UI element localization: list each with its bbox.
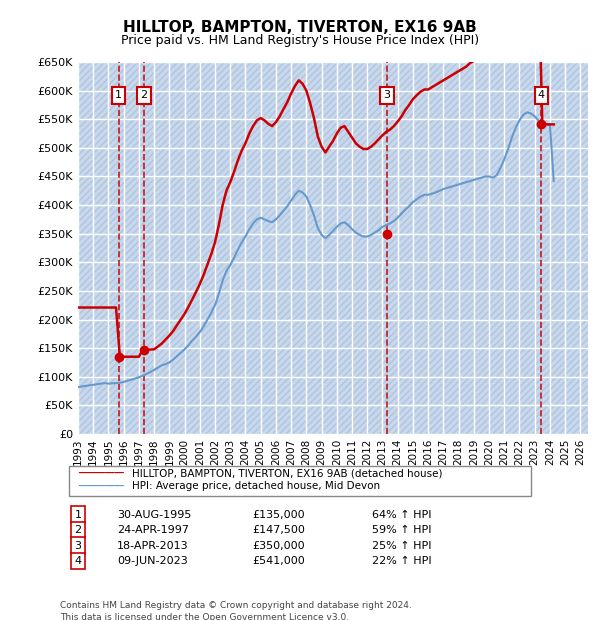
Text: 3: 3	[383, 91, 391, 100]
Text: ─────: ─────	[78, 467, 124, 482]
Text: 64% ↑ HPI: 64% ↑ HPI	[372, 510, 431, 520]
Text: £541,000: £541,000	[252, 556, 305, 566]
Text: £350,000: £350,000	[252, 541, 305, 551]
Text: HILLTOP, BAMPTON, TIVERTON, EX16 9AB: HILLTOP, BAMPTON, TIVERTON, EX16 9AB	[123, 20, 477, 35]
Text: 09-JUN-2023: 09-JUN-2023	[117, 556, 188, 566]
Text: 2: 2	[140, 91, 147, 100]
Text: 24-APR-1997: 24-APR-1997	[117, 525, 189, 535]
Text: 3: 3	[74, 541, 82, 551]
Text: 59% ↑ HPI: 59% ↑ HPI	[372, 525, 431, 535]
Text: 1: 1	[74, 510, 82, 520]
Text: 2: 2	[74, 525, 82, 535]
Text: 25% ↑ HPI: 25% ↑ HPI	[372, 541, 431, 551]
Text: ─────: ─────	[78, 466, 124, 481]
Text: 1: 1	[115, 91, 122, 100]
Text: ─────: ─────	[78, 479, 124, 494]
Text: £135,000: £135,000	[252, 510, 305, 520]
Text: 4: 4	[538, 91, 545, 100]
Text: 4: 4	[74, 556, 82, 566]
Text: HPI: Average price, detached house, Mid Devon: HPI: Average price, detached house, Mid …	[132, 482, 380, 492]
Text: 18-APR-2013: 18-APR-2013	[117, 541, 188, 551]
Text: HILLTOP, BAMPTON, TIVERTON, EX16 9AB (detached house): HILLTOP, BAMPTON, TIVERTON, EX16 9AB (de…	[132, 469, 443, 479]
Text: HILLTOP, BAMPTON, TIVERTON, EX16 9AB (detached house): HILLTOP, BAMPTON, TIVERTON, EX16 9AB (de…	[132, 469, 443, 479]
Text: £147,500: £147,500	[252, 525, 305, 535]
Text: Contains HM Land Registry data © Crown copyright and database right 2024.
This d: Contains HM Land Registry data © Crown c…	[60, 601, 412, 620]
Text: Price paid vs. HM Land Registry's House Price Index (HPI): Price paid vs. HM Land Registry's House …	[121, 34, 479, 46]
Text: ─────: ─────	[78, 479, 124, 494]
Text: HPI: Average price, detached house, Mid Devon: HPI: Average price, detached house, Mid …	[132, 481, 380, 491]
Text: 22% ↑ HPI: 22% ↑ HPI	[372, 556, 431, 566]
Text: 30-AUG-1995: 30-AUG-1995	[117, 510, 191, 520]
